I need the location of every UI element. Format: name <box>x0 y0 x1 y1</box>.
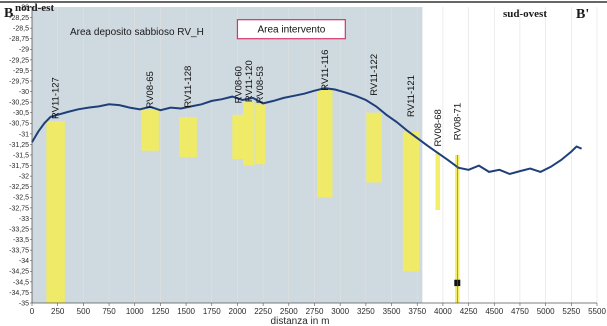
direction-right-label: sud-ovest <box>503 8 547 20</box>
x-tick-label: 1750 <box>203 307 221 316</box>
core-column <box>243 102 255 166</box>
x-tick-label: 5250 <box>562 307 580 316</box>
core-label: RV11-122 <box>369 54 380 96</box>
x-tick-label: 1250 <box>152 307 170 316</box>
y-tick-label: -31,5 <box>13 152 29 159</box>
direction-left-label: nord-est <box>15 2 54 14</box>
core-columns <box>46 89 460 304</box>
core-markers <box>454 155 461 303</box>
y-tick-label: -30,75 <box>9 121 29 128</box>
y-tick-label: -30 <box>19 89 29 96</box>
core-column <box>317 89 333 198</box>
core-column <box>179 116 197 158</box>
y-tick-label: -28,75 <box>9 36 29 43</box>
y-tick-label: -31,75 <box>9 163 29 170</box>
core-label: RV08-65 <box>145 71 156 108</box>
y-tick-label: -34,75 <box>9 290 29 297</box>
y-tick-label: -34,25 <box>9 269 29 276</box>
x-axis-title: distanza in m <box>271 316 330 326</box>
core-label: RV11-116 <box>320 50 331 91</box>
core-label: RV08-60 <box>233 66 244 103</box>
y-tick-label: -32,75 <box>9 205 29 212</box>
core-column <box>435 152 441 210</box>
y-tick-label: -29,5 <box>13 68 29 75</box>
y-tick-label: -28 <box>19 4 29 11</box>
x-tick-label: 4250 <box>460 307 478 316</box>
y-tick-label: -34 <box>19 258 29 265</box>
y-tick-label: -31,25 <box>9 142 29 149</box>
core-label: RV08-68 <box>433 109 444 146</box>
core-labels: RV11-127 RV08-65 RV11-128 RV08-60 RV11-120 RV… <box>51 50 464 147</box>
x-tick-label: 5500 <box>588 307 606 316</box>
y-tick-label: -29,75 <box>9 78 29 85</box>
section-start-label: B <box>4 6 13 21</box>
x-tick-label: 1000 <box>126 307 144 316</box>
core-label: RV11-121 <box>406 75 417 117</box>
seabed-profile-line <box>31 87 582 176</box>
y-tick-label: -35 <box>19 300 29 307</box>
y-tick-label: -28,25 <box>9 15 29 22</box>
y-tick-label: -29,25 <box>9 57 29 64</box>
core-label: RV11-128 <box>183 66 194 108</box>
x-tick-label: 4750 <box>511 307 529 316</box>
core-column <box>232 114 245 160</box>
sand-deposit-shaded-area <box>32 7 423 303</box>
y-tick-label: -31 <box>19 131 29 138</box>
y-tick-label: -32,5 <box>13 195 29 202</box>
x-tick-label: 0 <box>30 307 35 316</box>
core-label: RV08-71 <box>452 103 463 140</box>
intervention-box <box>236 19 346 40</box>
y-tick-label: -33 <box>19 216 29 223</box>
y-tick-label: -32,25 <box>9 184 29 191</box>
y-tick-label: -30,5 <box>13 110 29 117</box>
y-tick-label: -28,5 <box>13 26 29 33</box>
y-tick-label: -33,25 <box>9 226 29 233</box>
x-tick-label: 3250 <box>357 307 375 316</box>
y-tick-label: -29 <box>19 47 29 54</box>
x-tick-label: 2000 <box>229 307 247 316</box>
section-end-label: B' <box>576 7 589 22</box>
x-tick-label: 1500 <box>177 307 195 316</box>
core-column <box>141 109 159 151</box>
x-axis: 0 250 500 750 1000 1250 1500 1750 2000 2250 2500 27… <box>30 302 606 316</box>
core-column <box>254 104 266 165</box>
x-tick-label: 500 <box>77 307 91 316</box>
x-tick-label: 3500 <box>383 307 401 316</box>
core-column <box>46 121 65 304</box>
core-column <box>366 112 382 183</box>
core-column <box>402 131 420 272</box>
x-tick-label: 3000 <box>331 307 349 316</box>
area-deposit-label: Area deposito sabbioso RV_H <box>70 27 204 38</box>
x-tick-label: 4000 <box>434 307 452 316</box>
x-tick-label: 3750 <box>408 307 426 316</box>
x-tick-label: 2750 <box>306 307 324 316</box>
x-tick-label: 2500 <box>280 307 298 316</box>
x-tick-label: 2250 <box>254 307 272 316</box>
y-tick-label: -32 <box>19 174 29 181</box>
x-tick-label: 4500 <box>485 307 503 316</box>
y-tick-label: -30,25 <box>9 100 29 107</box>
core-label: RV08-53 <box>255 66 266 103</box>
x-tick-label: 250 <box>51 307 65 316</box>
x-tick-label: 750 <box>102 307 116 316</box>
intervention-label: Area intervento <box>257 25 325 36</box>
x-tick-label: 5000 <box>537 307 555 316</box>
y-tick-label: -33,5 <box>13 237 29 244</box>
y-tick-label: -33,75 <box>9 248 29 255</box>
core-label: RV11-120 <box>244 60 255 102</box>
y-tick-label: -34,5 <box>13 279 29 286</box>
core-label: RV11-127 <box>51 77 62 119</box>
y-axis: -28 -28,25 -28,5 -28,75 -29 -29,25 -29,5 -29,75… <box>9 4 33 307</box>
